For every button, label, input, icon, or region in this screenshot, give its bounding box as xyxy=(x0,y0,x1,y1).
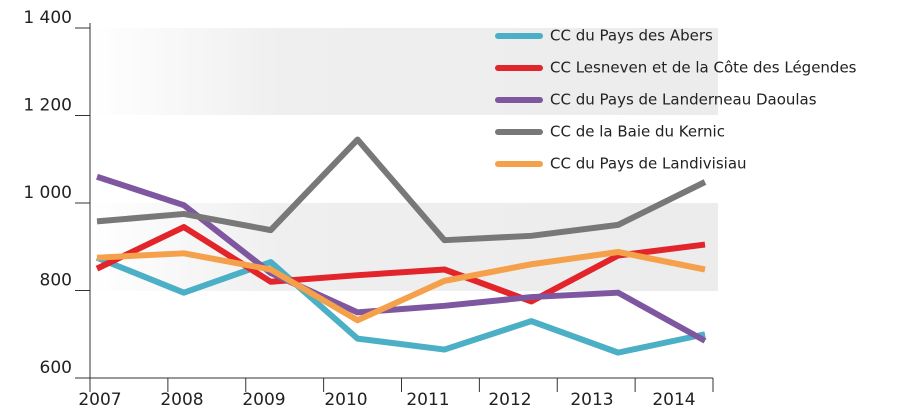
y-tick-label: 800 xyxy=(40,271,72,291)
band xyxy=(90,28,718,115)
x-tick-label: 2013 xyxy=(570,390,613,410)
legend-label: CC du Pays de Landivisiau xyxy=(550,155,747,173)
x-tick-label: 2008 xyxy=(160,390,203,410)
y-tick-label: 1 200 xyxy=(23,96,72,116)
x-tick-label: 2009 xyxy=(242,390,285,410)
legend-label: CC Lesneven et de la Côte des Légendes xyxy=(550,59,857,77)
legend-label: CC du Pays de Landerneau Daoulas xyxy=(550,91,817,109)
y-tick-label: 1 000 xyxy=(23,183,72,203)
series-line xyxy=(95,224,706,305)
x-tick-label: 2011 xyxy=(406,390,449,410)
x-tick-label: 2012 xyxy=(488,390,531,410)
series-line xyxy=(95,254,706,356)
x-tick-label: 2010 xyxy=(324,390,367,410)
y-tick-label: 1 400 xyxy=(23,8,72,28)
series-line xyxy=(96,249,706,324)
legend: CC du Pays des Abers CC Lesneven et de la… xyxy=(495,27,857,173)
legend-label: CC de la Baie du Kernic xyxy=(550,123,725,141)
y-tick-label: 600 xyxy=(40,358,72,378)
x-tick-label: 2014 xyxy=(652,390,695,410)
legend-label: CC du Pays des Abers xyxy=(550,27,713,45)
series-line xyxy=(96,136,707,244)
x-tick-label: 2007 xyxy=(78,390,121,410)
